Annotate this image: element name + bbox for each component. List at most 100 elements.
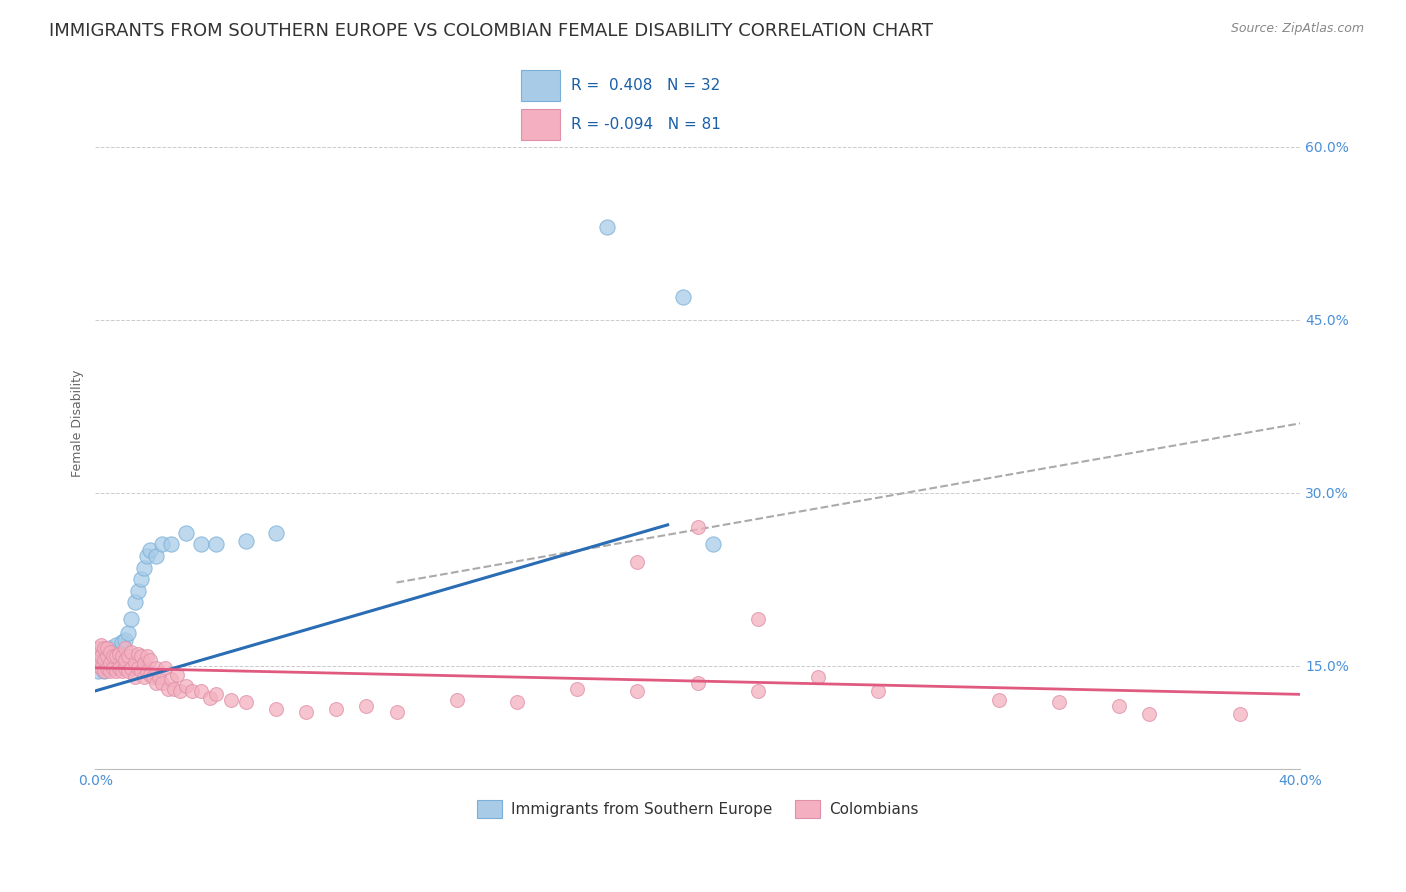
- Point: [135, 665, 157, 679]
- FancyBboxPatch shape: [522, 70, 560, 101]
- Point: [264, 702, 287, 716]
- Point: [747, 684, 769, 698]
- Point: [596, 220, 619, 235]
- Text: IMMIGRANTS FROM SOUTHERN EUROPE VS COLOMBIAN FEMALE DISABILITY CORRELATION CHART: IMMIGRANTS FROM SOUTHERN EUROPE VS COLOM…: [49, 22, 934, 40]
- Point: [129, 572, 152, 586]
- Point: [325, 702, 347, 716]
- Point: [159, 673, 181, 687]
- Point: [129, 665, 152, 679]
- Point: [1108, 698, 1130, 713]
- Point: [114, 661, 136, 675]
- Point: [235, 533, 257, 548]
- Point: [506, 695, 529, 709]
- Point: [96, 641, 118, 656]
- Point: [105, 638, 128, 652]
- Point: [100, 657, 122, 671]
- Point: [96, 649, 118, 664]
- Point: [132, 560, 155, 574]
- Point: [153, 661, 176, 675]
- Point: [114, 641, 136, 656]
- Point: [111, 665, 134, 679]
- Point: [142, 670, 165, 684]
- Point: [93, 653, 115, 667]
- Point: [90, 649, 112, 664]
- Point: [138, 653, 160, 667]
- Point: [205, 537, 228, 551]
- Point: [219, 693, 242, 707]
- Text: R = -0.094   N = 81: R = -0.094 N = 81: [571, 117, 721, 132]
- Legend: Immigrants from Southern Europe, Colombians: Immigrants from Southern Europe, Colombi…: [471, 794, 924, 824]
- Point: [129, 649, 152, 664]
- Point: [121, 612, 143, 626]
- Point: [100, 653, 122, 667]
- Point: [87, 665, 110, 679]
- Point: [190, 537, 212, 551]
- Point: [235, 695, 257, 709]
- Point: [103, 645, 125, 659]
- Point: [93, 665, 115, 679]
- Point: [1229, 706, 1251, 721]
- Point: [87, 653, 110, 667]
- Point: [145, 549, 167, 563]
- Point: [96, 661, 118, 675]
- Point: [111, 635, 134, 649]
- Point: [169, 684, 191, 698]
- Point: [135, 649, 157, 664]
- Point: [93, 641, 115, 656]
- Point: [114, 653, 136, 667]
- Point: [1139, 706, 1161, 721]
- Point: [90, 647, 112, 661]
- Point: [124, 670, 146, 684]
- Point: [127, 583, 149, 598]
- Point: [105, 649, 128, 664]
- Point: [626, 555, 648, 569]
- Point: [108, 649, 131, 664]
- Point: [90, 638, 112, 652]
- Point: [108, 647, 131, 661]
- Point: [150, 537, 173, 551]
- Point: [163, 681, 186, 696]
- Point: [117, 649, 139, 664]
- Point: [159, 537, 181, 551]
- Point: [156, 681, 179, 696]
- Point: [87, 641, 110, 656]
- Point: [567, 681, 589, 696]
- Point: [138, 667, 160, 681]
- Point: [145, 661, 167, 675]
- Point: [205, 687, 228, 701]
- Point: [198, 690, 221, 705]
- Text: Source: ZipAtlas.com: Source: ZipAtlas.com: [1230, 22, 1364, 36]
- Point: [180, 684, 202, 698]
- Point: [1047, 695, 1070, 709]
- Point: [686, 675, 709, 690]
- Text: R =  0.408   N = 32: R = 0.408 N = 32: [571, 78, 720, 93]
- Point: [190, 684, 212, 698]
- Point: [124, 595, 146, 609]
- Point: [145, 675, 167, 690]
- Point: [626, 684, 648, 698]
- Point: [166, 667, 188, 681]
- Point: [90, 661, 112, 675]
- Point: [87, 658, 110, 673]
- Point: [987, 693, 1010, 707]
- Point: [264, 525, 287, 540]
- Point: [295, 705, 318, 719]
- Point: [747, 612, 769, 626]
- Point: [93, 649, 115, 664]
- Point: [174, 525, 197, 540]
- Point: [868, 684, 890, 698]
- Point: [100, 665, 122, 679]
- Point: [103, 649, 125, 664]
- Point: [124, 657, 146, 671]
- Point: [385, 705, 408, 719]
- Point: [114, 633, 136, 648]
- Point: [132, 657, 155, 671]
- Point: [174, 679, 197, 693]
- Point: [672, 289, 695, 303]
- Y-axis label: Female Disability: Female Disability: [72, 369, 84, 477]
- Point: [127, 661, 149, 675]
- Point: [150, 675, 173, 690]
- Point: [138, 543, 160, 558]
- Point: [103, 661, 125, 675]
- Point: [135, 549, 157, 563]
